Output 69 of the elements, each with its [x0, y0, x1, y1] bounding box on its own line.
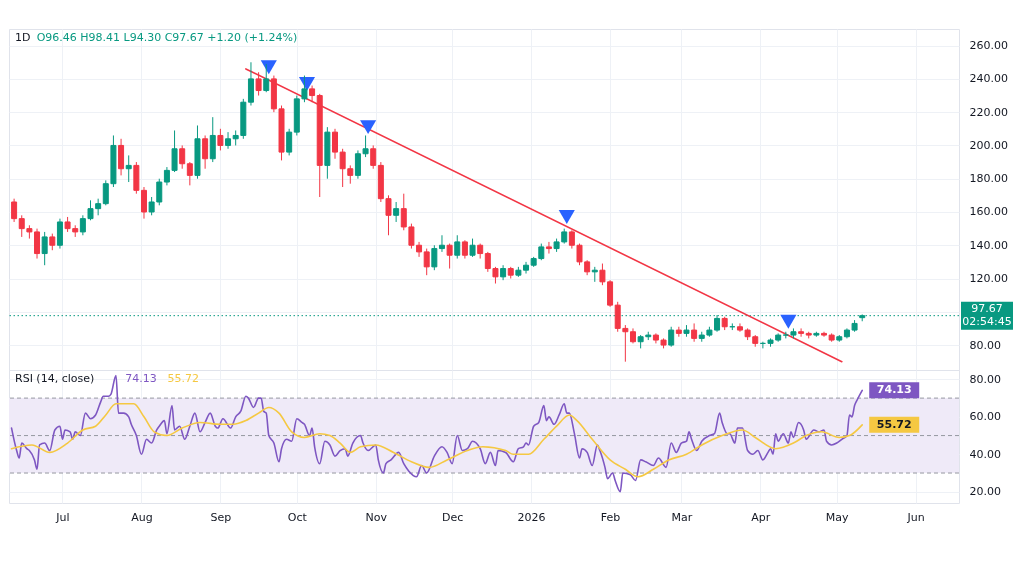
- candlestick: [217, 128, 224, 151]
- ref-line-label: 97.67 02:54:45: [962, 302, 1012, 329]
- candlestick: [202, 134, 209, 170]
- candlestick: [446, 243, 453, 270]
- candlestick: [438, 234, 445, 253]
- point: [360, 120, 377, 135]
- y-tick-label: 80.00: [969, 372, 1001, 386]
- x-tick-label: Oct: [287, 510, 308, 524]
- y-tick-label: 60.00: [969, 410, 1001, 424]
- candlestick: [431, 244, 438, 271]
- y-tick-label: 40.00: [969, 447, 1001, 461]
- candlestick: [118, 138, 125, 176]
- data-label: 55.72: [876, 417, 912, 431]
- x-tick-label: Dec: [442, 510, 464, 524]
- y-tick-label: 240.00: [969, 72, 1008, 86]
- y-tick-label: 260.00: [969, 39, 1008, 53]
- candlestick: [691, 322, 698, 343]
- candlestick: [125, 154, 132, 183]
- candlestick: [179, 144, 186, 170]
- candlestick: [286, 128, 293, 156]
- candlestick: [56, 218, 63, 250]
- candlestick: [469, 238, 476, 258]
- x-tick-label: Jul: [55, 510, 70, 524]
- text: 55.72: [167, 372, 199, 385]
- candlestick: [247, 61, 254, 107]
- candlestick: [255, 71, 262, 97]
- point: [260, 60, 277, 75]
- x-tick-label: 2026: [517, 510, 546, 524]
- x-tick-label: Apr: [751, 510, 771, 524]
- line-series: [10, 374, 864, 493]
- y-tick-label: 140.00: [969, 238, 1008, 252]
- chart-subtitle: O96.46 H98.41 L94.30 C97.67 +1.20 (+1.24%): [36, 31, 298, 44]
- point: [558, 209, 575, 224]
- x-tick-label: Sep: [210, 510, 232, 524]
- candlestick: [309, 85, 316, 103]
- y-tick-label: 20.00: [969, 485, 1001, 499]
- candlestick: [454, 234, 461, 260]
- x-tick-label: Mar: [671, 510, 693, 524]
- x-tick-label: May: [825, 510, 850, 524]
- x-tick-label: Feb: [600, 510, 621, 524]
- candlestick: [11, 198, 18, 223]
- line-series: [10, 402, 864, 478]
- candlestick: [41, 231, 48, 266]
- candlestick: [668, 326, 675, 348]
- y-tick-label: 80.00: [969, 338, 1001, 352]
- candlestick: [209, 116, 216, 163]
- candlestick: [798, 327, 805, 338]
- point: [780, 314, 797, 329]
- y-tick-label: 200.00: [969, 138, 1008, 152]
- y-tick-label: 160.00: [969, 205, 1008, 219]
- y-tick-label: 220.00: [969, 105, 1008, 119]
- candlestick: [263, 63, 270, 93]
- x-tick-label: Aug: [131, 510, 153, 524]
- candlestick: [140, 186, 147, 220]
- chart-title: 1D: [15, 31, 31, 44]
- y-tick-label: 180.00: [969, 172, 1008, 186]
- candlestick: [545, 241, 552, 255]
- text: 74.13: [125, 372, 157, 385]
- candlestick: [186, 161, 193, 186]
- candlestick: [225, 131, 232, 150]
- data-label: 74.13: [876, 383, 912, 397]
- candlestick: [423, 248, 430, 276]
- candlestick: [393, 201, 400, 223]
- x-tick-label: Jun: [906, 510, 925, 524]
- chart-title: RSI (14, close): [15, 372, 95, 385]
- candlestick: [370, 144, 377, 170]
- candlestick: [461, 239, 468, 260]
- x-tick-label: Nov: [365, 510, 388, 524]
- y-tick-label: 120.00: [969, 272, 1008, 286]
